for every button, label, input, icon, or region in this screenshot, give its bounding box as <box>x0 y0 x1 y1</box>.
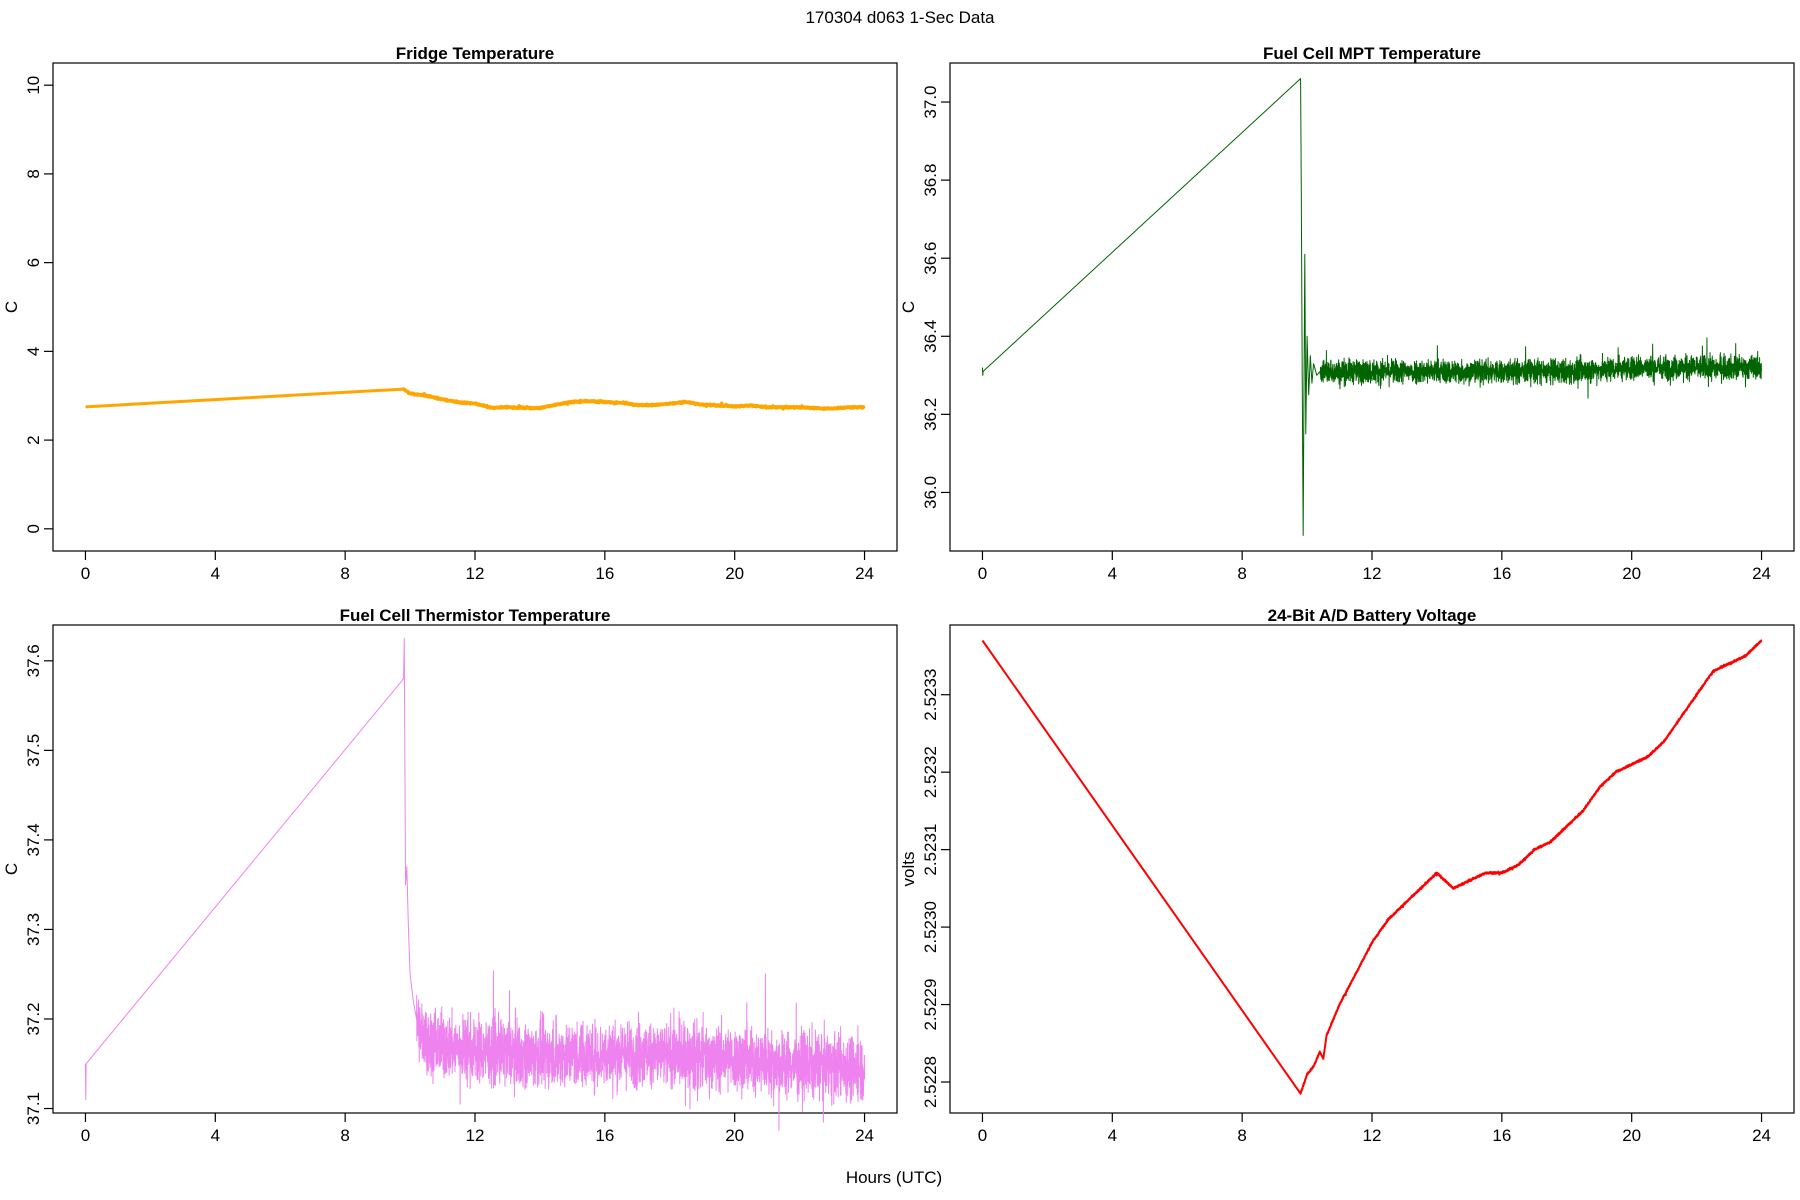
panel-title: 24-Bit A/D Battery Voltage <box>1268 606 1477 625</box>
x-tick-label: 20 <box>1622 564 1641 583</box>
y-tick-label: 36.6 <box>921 242 940 275</box>
y-axis-label: volts <box>899 852 918 887</box>
y-tick-label: 37.5 <box>24 734 43 767</box>
x-tick-label: 4 <box>211 564 220 583</box>
x-tick-label: 20 <box>725 564 744 583</box>
x-tick-label: 24 <box>1752 1126 1771 1145</box>
y-tick-label: 37.4 <box>24 823 43 856</box>
x-tick-label: 24 <box>855 564 874 583</box>
x-tick-label: 24 <box>855 1126 874 1145</box>
y-tick-label: 36.8 <box>921 164 940 197</box>
y-tick-label: 2.5232 <box>921 746 940 798</box>
series-line <box>981 78 1763 536</box>
x-tick-label: 8 <box>1237 1126 1246 1145</box>
plot-frame <box>949 624 1795 1114</box>
y-axis-label: C <box>2 863 21 875</box>
x-tick-label: 20 <box>725 1126 744 1145</box>
panel-fuel-cell-thermistor-temperature: Fuel Cell Thermistor Temperature C 0 4 8 12… <box>2 606 898 1145</box>
y-tick-label: 8 <box>24 169 43 178</box>
x-tick-label: 16 <box>1492 1126 1511 1145</box>
panel-title: Fridge Temperature <box>396 44 554 63</box>
y-tick-label: 2.5229 <box>921 979 940 1031</box>
x-tick-label: 0 <box>81 1126 90 1145</box>
y-tick-label: 36.0 <box>921 476 940 509</box>
x-tick-label: 12 <box>1363 1126 1382 1145</box>
y-tick-label: 37.0 <box>921 85 940 118</box>
x-tick-label: 24 <box>1752 564 1771 583</box>
x-tick-label: 8 <box>340 564 349 583</box>
y-tick-label: 37.2 <box>24 1002 43 1035</box>
x-tick-label: 0 <box>978 564 987 583</box>
y-tick-label: 37.6 <box>24 644 43 677</box>
x-tick-label: 4 <box>211 1126 220 1145</box>
plot-frame <box>52 62 898 552</box>
x-tick-label: 12 <box>1363 564 1382 583</box>
y-axis-label: C <box>899 301 918 313</box>
plot-frame <box>949 62 1795 552</box>
x-tick-label: 4 <box>1108 564 1117 583</box>
panel-title: Fuel Cell Thermistor Temperature <box>340 606 611 625</box>
y-axis-label: C <box>2 301 21 313</box>
y-tick-label: 36.2 <box>921 398 940 431</box>
y-tick-label: 10 <box>24 76 43 95</box>
panel-fuel-cell-mpt-temperature: Fuel Cell MPT Temperature C 0 4 8 12 16 20 24 3… <box>899 44 1795 583</box>
series-line <box>84 637 866 1131</box>
series-line <box>85 387 866 411</box>
y-tick-label: 2.5231 <box>921 824 940 876</box>
x-tick-label: 0 <box>81 564 90 583</box>
x-tick-label: 16 <box>595 1126 614 1145</box>
x-tick-label: 12 <box>466 564 485 583</box>
x-tick-label: 0 <box>978 1126 987 1145</box>
panel-battery-voltage: 24-Bit A/D Battery Voltage volts 0 4 8 12 16… <box>899 606 1795 1145</box>
figure-suptitle: 170304 d063 1-Sec Data <box>805 8 995 27</box>
x-tick-label: 8 <box>340 1126 349 1145</box>
y-tick-label: 4 <box>24 347 43 356</box>
series-line <box>981 639 1763 1095</box>
x-tick-label: 8 <box>1237 564 1246 583</box>
x-tick-label: 20 <box>1622 1126 1641 1145</box>
y-tick-label: 2 <box>24 435 43 444</box>
y-tick-label: 2.5230 <box>921 901 940 953</box>
panel-title: Fuel Cell MPT Temperature <box>1263 44 1481 63</box>
y-tick-label: 2.5228 <box>921 1056 940 1108</box>
x-tick-label: 16 <box>595 564 614 583</box>
y-tick-label: 2.5233 <box>921 669 940 721</box>
y-tick-label: 37.1 <box>24 1092 43 1125</box>
y-tick-label: 37.3 <box>24 913 43 946</box>
y-tick-label: 36.4 <box>921 320 940 353</box>
x-axis-label: Hours (UTC) <box>846 1168 942 1187</box>
x-tick-label: 12 <box>466 1126 485 1145</box>
y-tick-label: 0 <box>24 524 43 533</box>
x-tick-label: 16 <box>1492 564 1511 583</box>
x-tick-label: 4 <box>1108 1126 1117 1145</box>
y-tick-label: 6 <box>24 258 43 267</box>
